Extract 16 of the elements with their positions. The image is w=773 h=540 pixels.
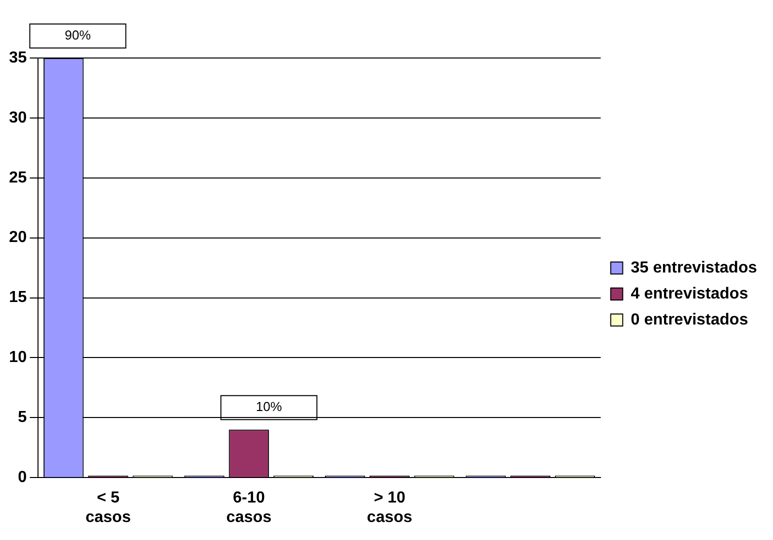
y-tick-label: 25 [9, 169, 27, 186]
legend-label: 4 entrevistados [630, 285, 748, 302]
legend-label: 35 entrevistados [630, 259, 758, 276]
text: 90% [64, 28, 92, 43]
x-tick-label: > 10 casos [366, 490, 412, 526]
y-tick-label: 10 [9, 349, 27, 366]
x-tick-label: < 5 casos [85, 490, 131, 526]
legend-label: 0 entrevistados [630, 311, 748, 328]
y-tick-label: 30 [9, 109, 27, 126]
y-tick-label: 35 [9, 49, 27, 66]
x-tick-label: 6-10 casos [226, 490, 272, 526]
y-tick-label: 15 [9, 289, 27, 306]
y-tick-label: 5 [18, 409, 27, 426]
y-tick-label: 20 [9, 229, 27, 246]
annotation: 10% [256, 399, 282, 414]
y-tick-label: 0 [18, 469, 27, 486]
